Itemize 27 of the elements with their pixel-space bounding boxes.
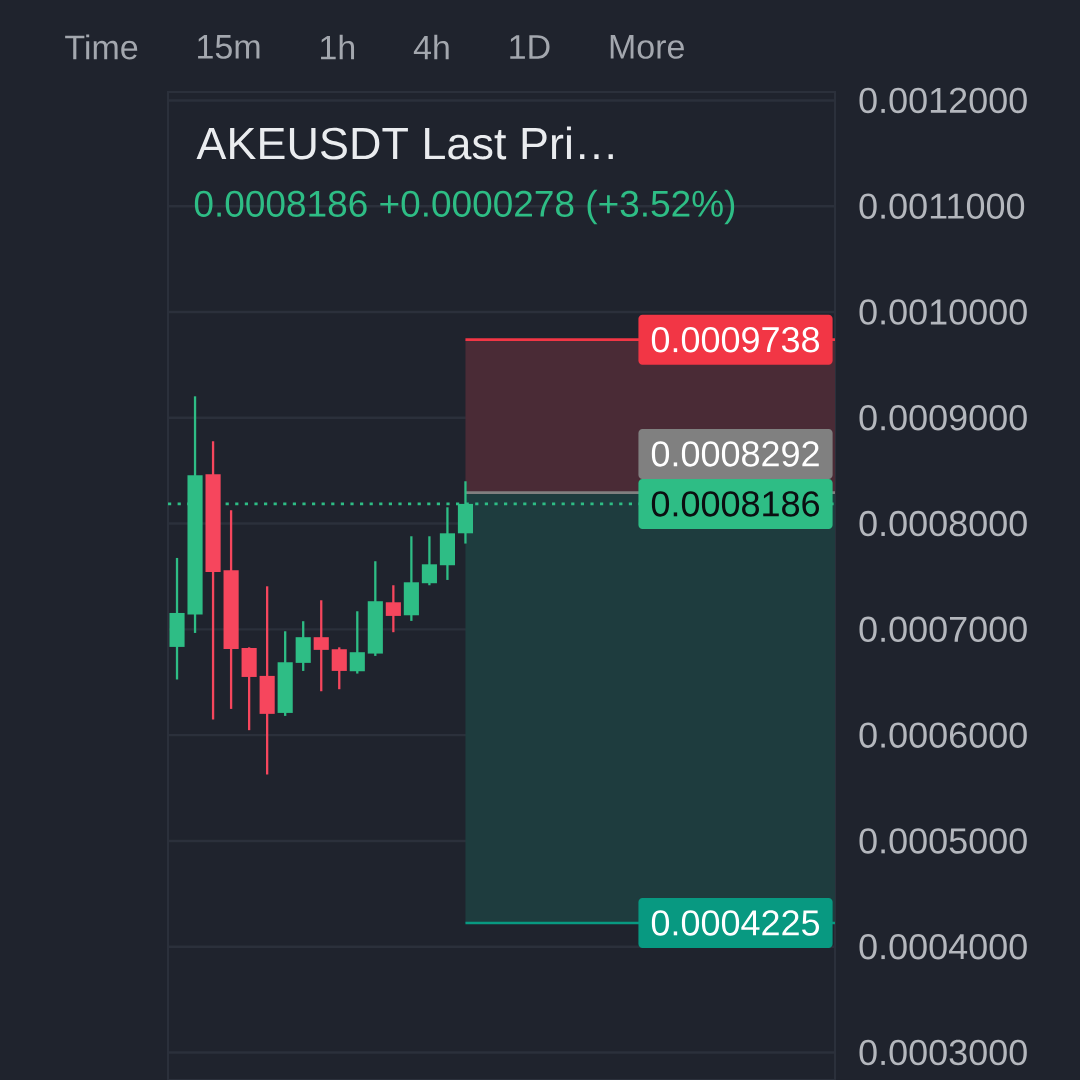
candlestick bbox=[349, 610, 365, 675]
y-tick-label: 0.0008000 bbox=[859, 510, 1027, 537]
text: 4h bbox=[413, 34, 449, 60]
y-tick-label: 0.0006000 bbox=[859, 722, 1027, 748]
ref-line-label: 0.0009738 bbox=[651, 326, 820, 353]
candlestick bbox=[385, 584, 401, 634]
y-tick-label: 0.0003000 bbox=[859, 1039, 1027, 1066]
y-tick-label: 0.0009000 bbox=[859, 405, 1027, 431]
text: 0.0008186 +0.0000278 (+3.52%) bbox=[194, 189, 735, 225]
text: 1D bbox=[510, 35, 550, 59]
ref-line-label: 0.0004225 bbox=[651, 910, 820, 936]
y-tick-label: 0.0004000 bbox=[859, 933, 1027, 960]
y-tick-label: 0.0005000 bbox=[859, 828, 1027, 854]
candlestick bbox=[331, 646, 347, 691]
text: AKEUSDT Last Pri… bbox=[196, 126, 613, 160]
text: Time bbox=[65, 34, 138, 60]
text: 1h bbox=[321, 34, 355, 60]
y-tick-label: 0.0011000 bbox=[859, 193, 1025, 219]
candlestick bbox=[313, 599, 329, 693]
y-tick-label: 0.0007000 bbox=[859, 616, 1027, 643]
y-tick-label: 0.0010000 bbox=[859, 299, 1027, 325]
text: 15m bbox=[198, 35, 260, 59]
text: More bbox=[610, 35, 684, 59]
ref-line-label: 0.0008186 bbox=[651, 491, 819, 517]
ref-line-label: 0.0008292 bbox=[651, 441, 819, 467]
candlestick bbox=[421, 535, 437, 587]
y-tick-label: 0.0012000 bbox=[859, 87, 1027, 114]
